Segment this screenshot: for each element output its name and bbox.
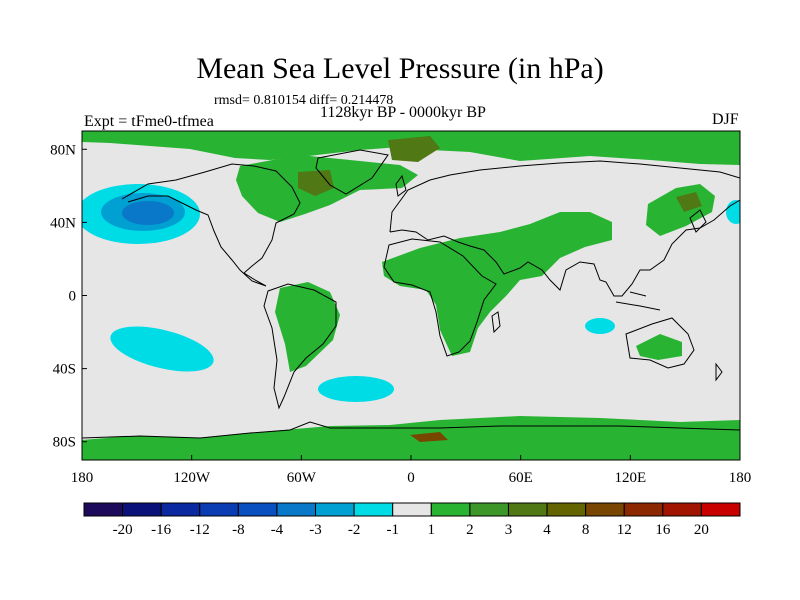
lon-tick-label: 60E <box>509 470 533 486</box>
coast-south-america <box>263 283 337 410</box>
anomaly-greenland-strong <box>298 170 334 196</box>
colorbar-label: -4 <box>271 522 284 538</box>
colorbar-swatch <box>237 502 278 517</box>
colorbar-swatch <box>83 502 124 517</box>
coast-uk <box>395 174 407 197</box>
colorbar: -20 -16 -12 -8 -4 -3 -2 -1 1 2 3 4 8 12 16 20 <box>83 502 741 538</box>
colorbar-label: 12 <box>617 522 632 538</box>
colorbar-swatch <box>315 502 355 517</box>
lat-tick-label: 80N <box>50 142 76 158</box>
map-background <box>82 131 740 460</box>
colorbar-label: -1 <box>386 522 399 538</box>
colorbar-swatch <box>469 502 509 517</box>
colorbar-swatch <box>700 502 741 517</box>
anomaly-east-atlantic <box>726 200 740 224</box>
lat-tick-label: 80S <box>53 435 76 451</box>
colorbar-label: 20 <box>694 522 709 538</box>
colorbar-swatch <box>662 502 702 517</box>
colorbar-label: 4 <box>543 522 551 538</box>
colorbar-label: 2 <box>466 522 474 538</box>
coast-australia <box>625 317 695 369</box>
coast-north-america <box>121 163 301 287</box>
anomaly-north-pacific-core <box>122 201 174 225</box>
anomaly-australia-positive <box>636 334 682 360</box>
colorbar-label: 3 <box>505 522 513 538</box>
lat-tick-label: 40S <box>53 362 76 378</box>
lon-tick-label: 180 <box>71 470 94 486</box>
coast-japan <box>689 209 707 233</box>
coast-indonesia <box>615 291 661 311</box>
colorbar-swatch <box>623 502 664 517</box>
coastlines <box>82 149 740 439</box>
colorbar-label: -8 <box>232 522 245 538</box>
colorbar-swatch <box>546 502 587 517</box>
colorbar-swatch <box>585 502 625 517</box>
colorbar-label: -3 <box>309 522 322 538</box>
colorbar-swatch <box>199 502 239 517</box>
colorbar-label: 1 <box>428 522 436 538</box>
colorbar-swatch <box>122 502 162 517</box>
colorbar-label: -2 <box>348 522 361 538</box>
coast-africa <box>383 238 497 357</box>
anomaly-field <box>82 131 740 460</box>
coast-new-zealand <box>715 362 723 382</box>
period-label: 1128kyr BP - 0000kyr BP <box>320 104 486 121</box>
lon-tick-label: 120W <box>173 470 211 486</box>
anomaly-antarctic-strong <box>410 432 448 442</box>
lat-tick-label: 40N <box>50 215 76 231</box>
colorbar-label: -16 <box>151 522 171 538</box>
colorbar-swatch <box>353 502 394 517</box>
colorbar-label: 16 <box>655 522 671 538</box>
lon-tick-label: 0 <box>407 470 415 486</box>
colorbar-swatch <box>430 502 471 517</box>
longitude-axis: 180 120W 60W 0 60E 120E 180 <box>71 455 752 486</box>
colorbar-swatch <box>160 502 201 517</box>
lat-tick-label: 0 <box>69 289 77 305</box>
coast-eurasia <box>389 160 740 297</box>
anomaly-antarctic-positive <box>82 416 740 460</box>
anomaly-south-america-positive <box>275 282 340 372</box>
colorbar-label: -12 <box>190 522 210 538</box>
season-label: DJF <box>712 111 739 128</box>
anomaly-south-pacific <box>110 326 214 372</box>
coast-madagascar <box>491 311 501 334</box>
stats-line: rmsd= 0.810154 diff= 0.214478 <box>214 93 394 108</box>
anomaly-south-atlantic <box>318 376 394 402</box>
experiment-label: Expt = tFme0-tfmea <box>84 113 214 130</box>
lon-tick-label: 60W <box>287 470 317 486</box>
lon-tick-label: 180 <box>729 470 752 486</box>
anomaly-indian-ocean <box>585 318 615 334</box>
colorbar-label: -20 <box>113 522 133 538</box>
anomaly-africa-asia-positive <box>382 212 612 356</box>
plot-title: Mean Sea Level Pressure (in hPa) <box>196 52 604 85</box>
coast-greenland <box>315 149 389 195</box>
lon-tick-label: 120E <box>614 470 646 486</box>
anomaly-asia-ne-strong <box>676 192 702 212</box>
colorbar-label: 8 <box>582 522 590 538</box>
colorbar-swatch <box>276 502 317 517</box>
anomaly-arctic-strong <box>388 136 440 162</box>
latitude-axis: 80N 40N 0 40S 80S <box>50 142 87 451</box>
colorbar-swatch <box>392 502 432 517</box>
colorbar-swatch <box>507 502 548 517</box>
coast-antarctica <box>82 421 740 439</box>
